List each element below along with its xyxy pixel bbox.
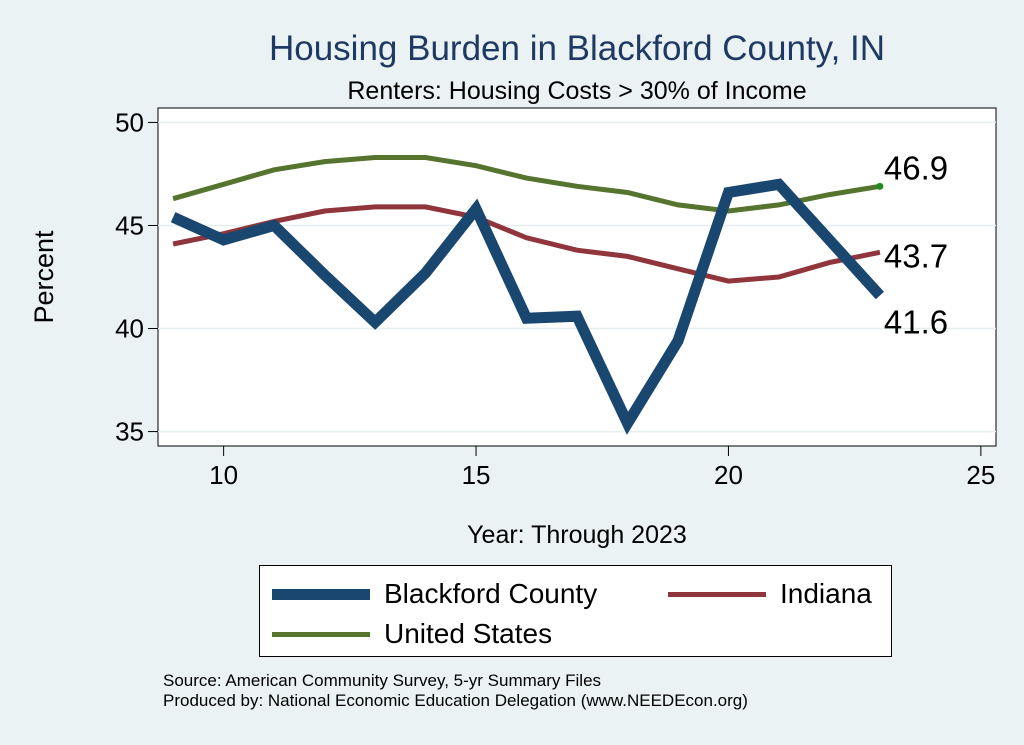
x-axis-label: Year: Through 2023 xyxy=(467,521,687,549)
end-label-indiana: 43.7 xyxy=(884,237,948,274)
legend-swatch-united-states xyxy=(272,631,370,637)
x-tick-label: 20 xyxy=(714,460,743,490)
producer-line: Produced by: National Economic Education… xyxy=(163,691,748,710)
y-tick-label: 35 xyxy=(115,417,144,447)
chart-title: Housing Burden in Blackford County, IN xyxy=(269,29,885,68)
legend-label-indiana: Indiana xyxy=(780,578,872,609)
legend-swatch-blackford-county xyxy=(272,588,370,600)
x-tick-label: 10 xyxy=(209,460,238,490)
x-tick-label: 15 xyxy=(462,460,491,490)
end-marker-united-states xyxy=(876,182,884,190)
y-tick-label: 50 xyxy=(115,107,144,137)
x-tick-label: 25 xyxy=(966,460,995,490)
legend-label-united-states: United States xyxy=(384,618,553,649)
y-tick-label: 40 xyxy=(115,314,144,344)
legend: Blackford County Indiana United States xyxy=(259,565,892,657)
source-note: Source: American Community Survey, 5-yr … xyxy=(163,671,748,711)
legend-item-indiana: Indiana xyxy=(668,578,872,610)
axes: 35 40 45 50 10 15 20 25 xyxy=(115,107,995,490)
line-chart: Housing Burden in Blackford County, IN R… xyxy=(29,29,997,549)
source-line: Source: American Community Survey, 5-yr … xyxy=(163,671,602,690)
legend-item-blackford-county: Blackford County xyxy=(272,578,597,610)
series-line-united-states xyxy=(172,155,881,214)
end-label-blackford-county: 41.6 xyxy=(884,304,948,341)
legend-item-united-states: United States xyxy=(272,618,552,650)
series-line-indiana xyxy=(172,204,881,284)
chart-subtitle: Renters: Housing Costs > 30% of Income xyxy=(347,77,806,105)
end-labels: 41.6 43.7 46.9 xyxy=(876,149,948,341)
series-layer xyxy=(170,155,884,435)
series-line-blackford-county xyxy=(170,178,884,435)
end-label-united-states: 46.9 xyxy=(884,149,948,186)
y-axis-label: Percent xyxy=(29,230,59,324)
legend-swatch-indiana xyxy=(668,591,766,597)
y-tick-label: 45 xyxy=(115,210,144,240)
legend-label-blackford-county: Blackford County xyxy=(384,578,598,609)
